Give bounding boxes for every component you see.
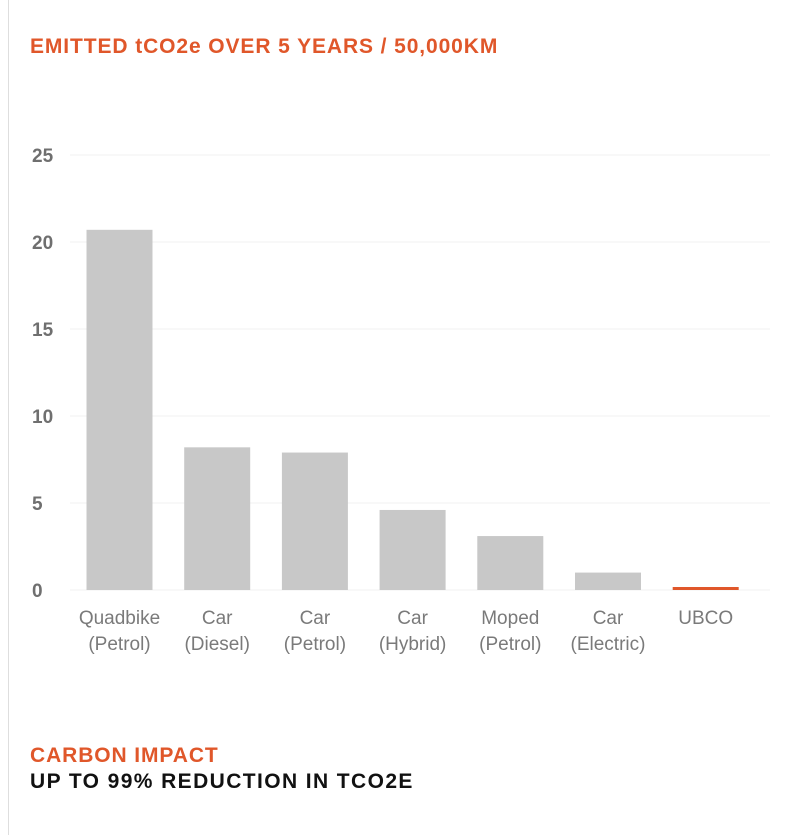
chart-title: EMITTED tCO2e OVER 5 YEARS / 50,000KM [30, 35, 499, 58]
x-category-label: Car [300, 608, 331, 629]
x-category-label: (Electric) [571, 634, 646, 655]
x-category-label: (Petrol) [284, 634, 346, 655]
bar [379, 509, 446, 590]
y-tick-label: 0 [32, 581, 43, 602]
footer-subtitle: UP TO 99% REDUCTION IN TCO2E [30, 770, 414, 793]
bar [86, 229, 153, 590]
x-category-label: (Petrol) [88, 634, 150, 655]
x-category-label: Moped [481, 608, 539, 629]
y-tick-label: 10 [32, 407, 53, 428]
bar [477, 536, 544, 590]
y-axis-ticks: 0 5 10 15 20 25 [32, 146, 54, 602]
y-tick-label: 15 [32, 320, 54, 341]
x-category-label: Car [397, 608, 428, 629]
bar-chart: 0 5 10 15 20 25 Quadbike (Petrol) Car (Diesel) Ca… [32, 146, 770, 655]
left-border-line [8, 0, 9, 835]
x-axis-categories: Quadbike (Petrol) Car (Diesel) Car (Petrol) Ca… [79, 608, 733, 655]
y-tick-label: 20 [32, 233, 53, 254]
x-category-label: UBCO [678, 608, 733, 629]
bar [281, 452, 348, 590]
y-tick-label: 25 [32, 146, 54, 167]
bar [672, 587, 739, 590]
x-category-label: (Hybrid) [379, 634, 447, 655]
bar [184, 447, 251, 590]
y-tick-label: 5 [32, 494, 43, 515]
footer-title: CARBON IMPACT [30, 744, 219, 767]
x-category-label: Car [593, 608, 624, 629]
x-category-label: (Petrol) [479, 634, 541, 655]
x-category-label: Quadbike [79, 608, 160, 629]
x-category-label: Car [202, 608, 233, 629]
bar [575, 572, 641, 590]
bars [86, 229, 739, 590]
x-category-label: (Diesel) [184, 634, 249, 655]
